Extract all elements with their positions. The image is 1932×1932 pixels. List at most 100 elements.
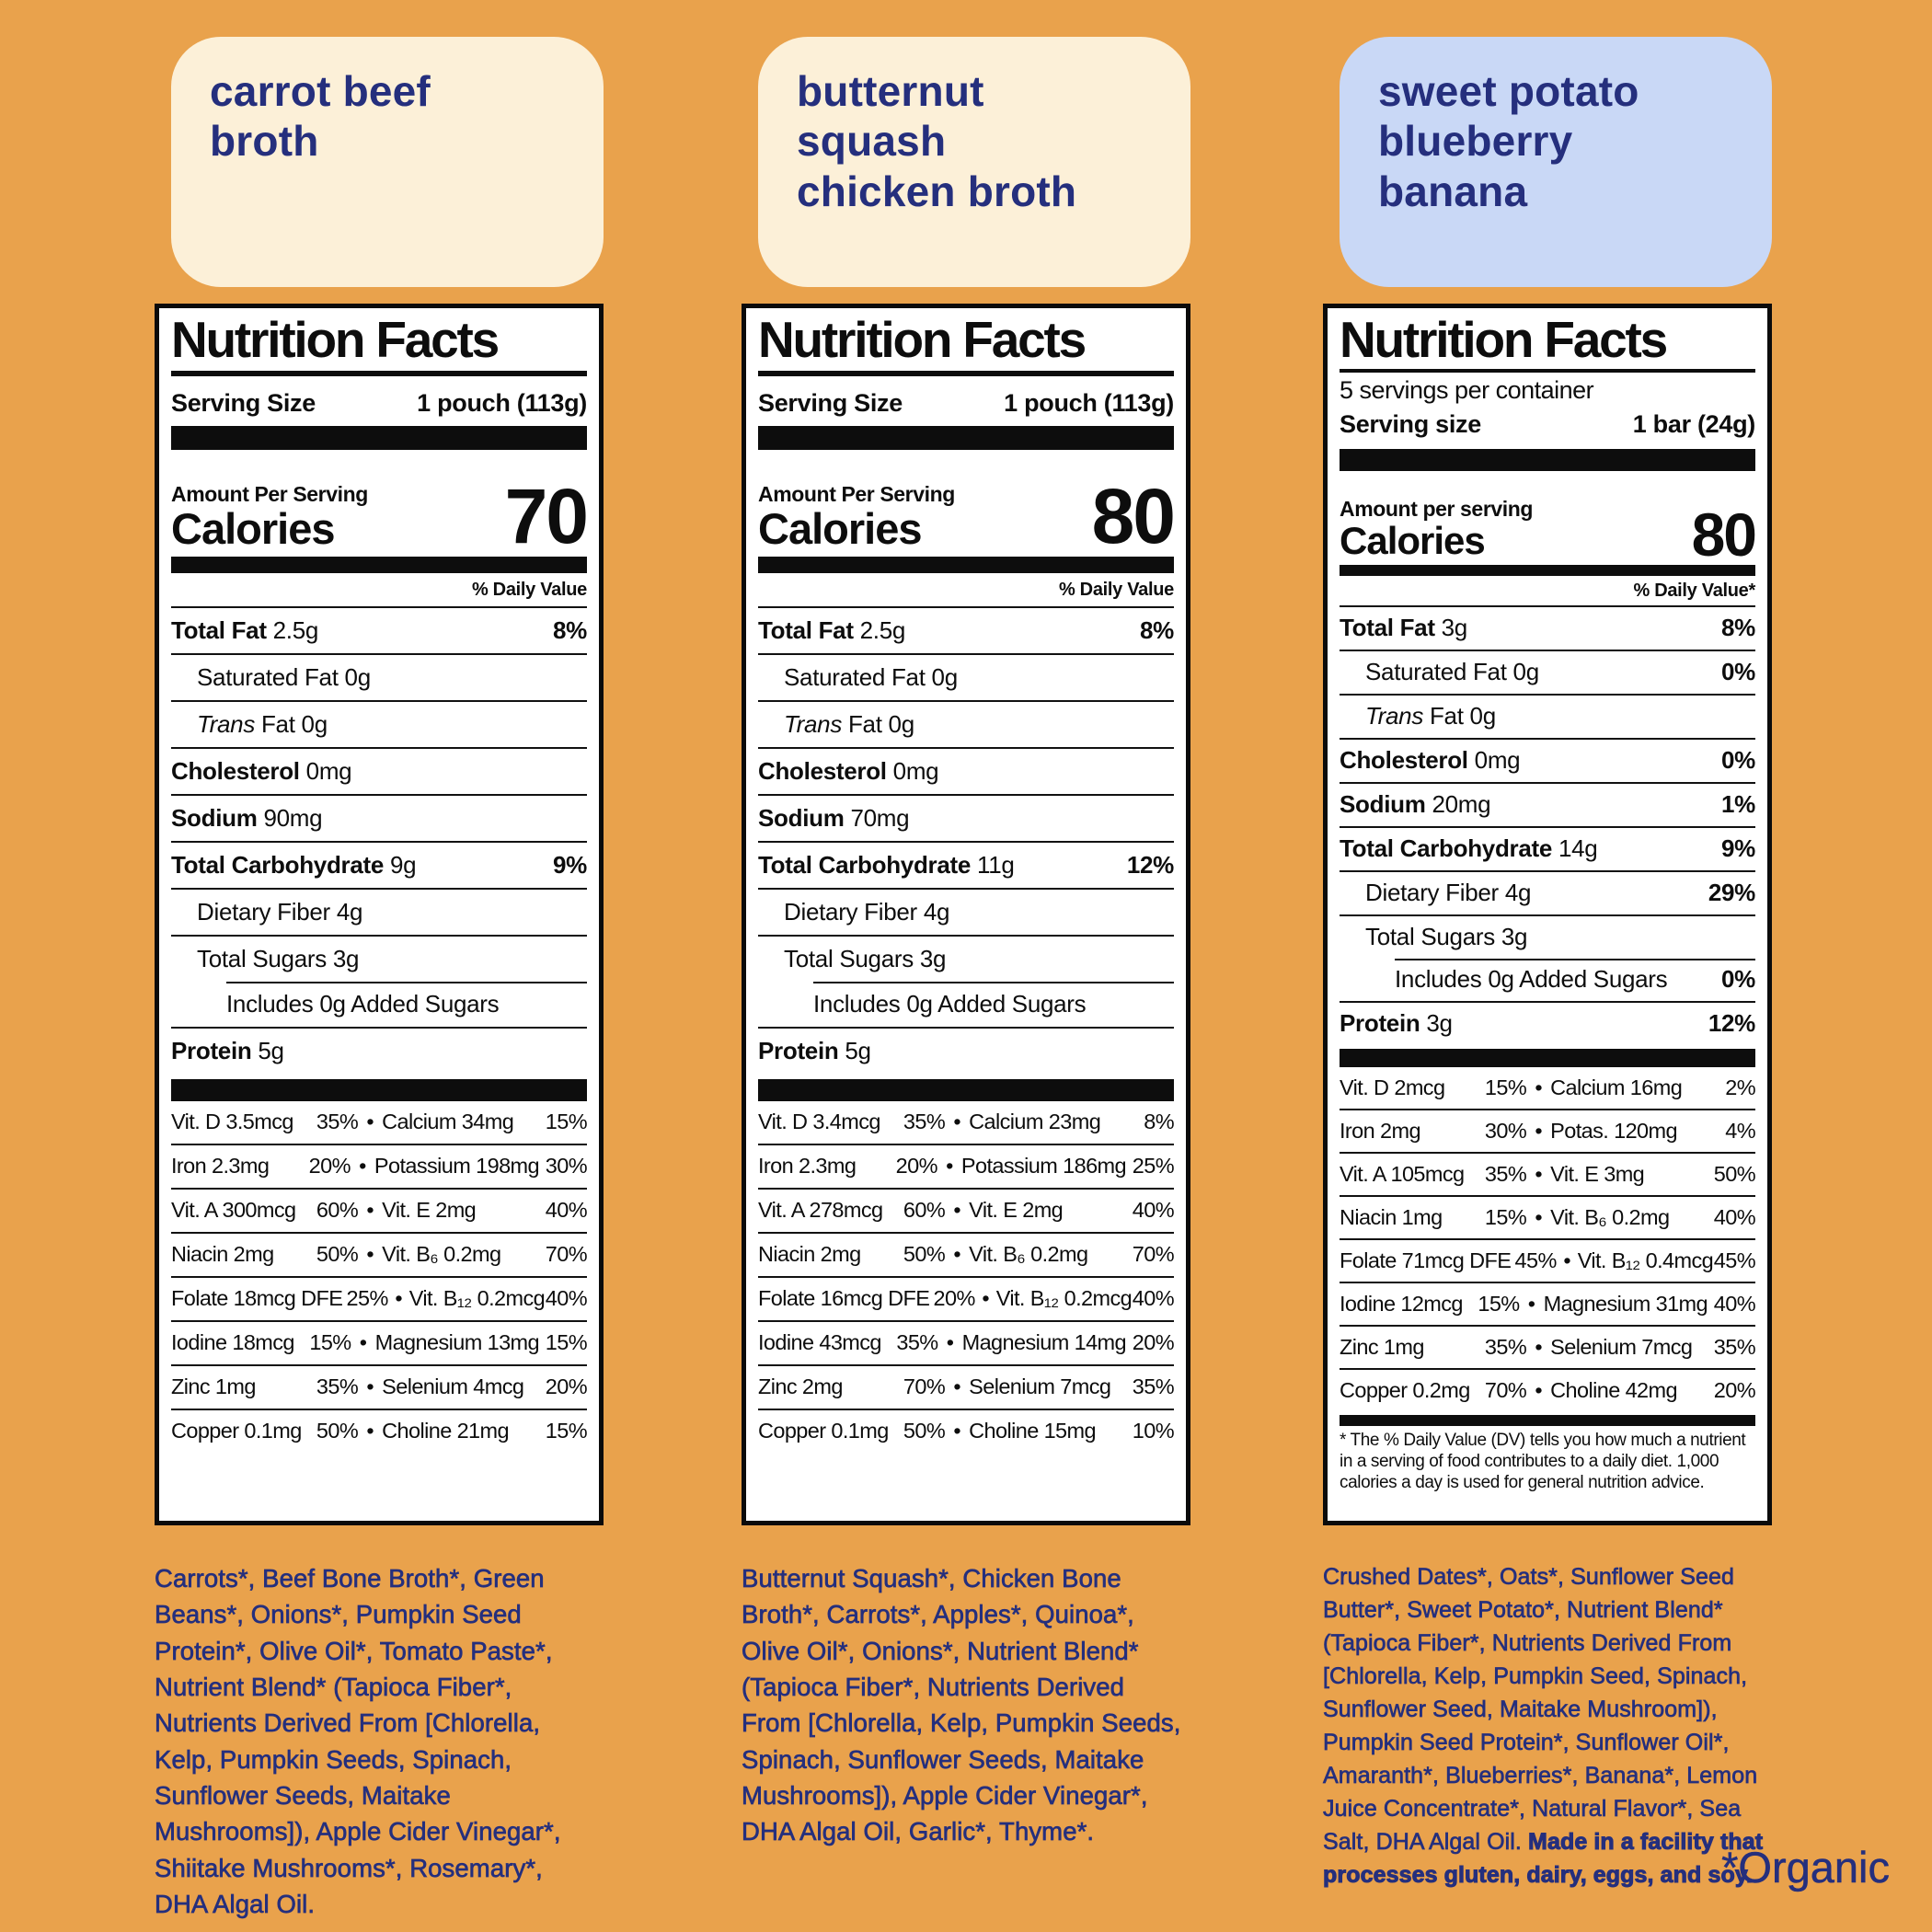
nutrient-name-bold: Sodium	[758, 803, 845, 832]
daily-value-percent: 12%	[1126, 850, 1174, 879]
vitamin-left-percent: 20%	[308, 1154, 351, 1179]
vitamin-left-name: Iron 2mg	[1340, 1118, 1421, 1143]
nutrient-row: Trans Fat 0g	[1340, 693, 1755, 738]
nutrient-row: Total Sugars 3g	[171, 934, 587, 982]
vitamin-row: Folate 18mcg DFE 25% • Vit. B₁₂ 0.2mcg 40%	[171, 1275, 588, 1320]
serving-size-label: Serving Size	[171, 389, 316, 418]
vitamin-left-percent: 50%	[316, 1419, 359, 1443]
daily-value-percent: 9%	[1721, 834, 1755, 863]
bullet-separator: •	[366, 1242, 374, 1267]
vitamin-right-name: Vit. B₁₂ 0.2mcg	[995, 1286, 1133, 1311]
vitamin-left-name: Niacin 2mg	[171, 1242, 274, 1267]
vitamin-left-name: Iron 2.3mg	[171, 1154, 270, 1179]
nutrient-amount: Dietary Fiber 4g	[784, 897, 950, 926]
calories-left: Amount Per Serving Calories	[171, 482, 368, 551]
separator-bar	[758, 556, 1174, 573]
vitamin-left-percent: 70%	[903, 1374, 946, 1399]
bullet-separator: •	[953, 1419, 960, 1443]
vitamin-left-name: Copper 0.2mg	[1340, 1377, 1470, 1402]
bullet-separator: •	[359, 1154, 366, 1179]
bullet-separator: •	[1563, 1248, 1571, 1272]
servings-per-container: 5 servings per container	[1340, 375, 1594, 404]
vitamin-row: Vit. D 3.5mcg 35% • Calcium 34mg 15%	[171, 1101, 588, 1144]
nutrient-row: Protein 3g 12%	[1340, 1000, 1755, 1045]
nutrient-amount: Saturated Fat 0g	[784, 662, 958, 691]
vitamin-left-percent: 70%	[1484, 1377, 1527, 1402]
vitamin-right-name: Vit. B₁₂ 0.4mcg	[1577, 1248, 1714, 1272]
ingredients-list: Crushed Dates*, Oats*, Sunflower Seed Bu…	[1323, 1564, 1758, 1856]
calories-block: Amount Per Serving Calories 80	[758, 455, 1176, 555]
nutrient-row: Total Fat 2.5g 8%	[758, 608, 1174, 653]
vitamin-right-percent: 40%	[1132, 1198, 1175, 1223]
vitamin-left-name: Iodine 43mcg	[758, 1330, 882, 1355]
calories-left: Amount per serving Calories	[1340, 497, 1533, 561]
vitamin-right-name: Vit. B₆ 0.2mg	[1550, 1204, 1670, 1229]
nutrient-label: Dietary Fiber 4g	[784, 898, 949, 926]
vitamin-left-percent: 35%	[1484, 1161, 1527, 1186]
vitamin-right-name: Vit. B₆ 0.2mg	[969, 1242, 1088, 1267]
vitamin-left-percent: 25%	[346, 1286, 389, 1311]
serving-size-row: Serving Size 1 pouch (113g)	[758, 384, 1174, 424]
product-column-sweet-potato-blueberry-banana: sweet potato blueberry banana Nutrition …	[1322, 37, 1772, 1892]
separator-bar	[171, 425, 587, 450]
nutrient-amount: Saturated Fat 0g	[197, 662, 371, 691]
vitamin-row: Vit. A 105mcg 35% • Vit. E 3mg 50%	[1340, 1151, 1756, 1195]
product-name-chip: butternut squash chicken broth	[758, 37, 1190, 287]
separator-bar	[1340, 1048, 1755, 1067]
serving-size-label: Serving Size	[758, 389, 903, 418]
nutrient-amount: Fat 0g	[255, 709, 328, 738]
title-rule	[758, 370, 1174, 376]
nutrient-amount: 3g	[1434, 614, 1468, 642]
separator-bar	[171, 556, 587, 573]
nutrient-amount: Fat 0g	[842, 709, 914, 738]
nutrient-label: Trans Fat 0g	[1365, 702, 1496, 730]
vitamin-row: Niacin 2mg 50% • Vit. B₆ 0.2mg 70%	[758, 1231, 1175, 1276]
nutrient-amount: Dietary Fiber 4g	[1365, 879, 1532, 907]
vitamin-left-percent: 20%	[933, 1286, 976, 1311]
vitamin-right-percent: 45%	[1713, 1248, 1756, 1272]
vitamin-left-percent: 35%	[896, 1330, 938, 1355]
nutrient-amount: Total Sugars 3g	[197, 944, 360, 972]
nutrient-row: Cholesterol 0mg	[171, 746, 587, 794]
nutrient-amount: 70mg	[844, 803, 910, 832]
vitamin-row: Folate 16mcg DFE 20% • Vit. B₁₂ 0.2mcg 40%	[758, 1275, 1175, 1320]
nutrient-label: Total Carbohydrate 14g	[1340, 834, 1598, 863]
amount-per-serving-label: Amount per serving	[1340, 496, 1534, 521]
vitamin-row: Zinc 1mg 35% • Selenium 7mcg 35%	[1340, 1324, 1756, 1368]
vitamin-right-name: Selenium 4mcg	[382, 1374, 524, 1399]
nutrient-amount: Includes 0g Added Sugars	[813, 989, 1087, 1018]
nutrient-amount: 0mg	[299, 756, 352, 785]
organic-footnote: *Organic	[1721, 1843, 1890, 1892]
bullet-separator: •	[1535, 1161, 1542, 1186]
vitamin-left-name: Niacin 1mg	[1340, 1204, 1443, 1229]
allergen-note: Made in a facility that processes gluten…	[1322, 1829, 1764, 1889]
nutrient-label: Trans Fat 0g	[197, 710, 328, 739]
separator-bar	[1340, 564, 1755, 576]
nutrient-row: Total Carbohydrate 9g 9%	[171, 840, 587, 888]
vitamin-rows: Vit. D 2mcg 15% • Calcium 16mg 2% Iron 2mg 30%…	[1340, 1067, 1756, 1411]
nutrient-row: Saturated Fat 0g 0%	[1340, 649, 1755, 694]
vitamin-left-name: Vit. A 300mcg	[171, 1198, 296, 1223]
nutrient-rows: Total Fat 3g 8% Saturated Fat 0g 0% Trans Fa…	[1340, 604, 1755, 1045]
bullet-separator: •	[1527, 1291, 1535, 1316]
vitamin-row: Vit. A 300mcg 60% • Vit. E 2mg 40%	[171, 1187, 588, 1232]
nutrient-row: Protein 5g	[171, 1026, 587, 1074]
vitamin-right-name: Magnesium 31mg	[1543, 1291, 1708, 1316]
daily-value-percent: 12%	[1708, 1009, 1755, 1038]
bullet-separator: •	[366, 1110, 374, 1134]
nutrient-name-bold: Total Fat	[1340, 614, 1435, 642]
nutrition-facts-title: Nutrition Facts	[758, 311, 1087, 368]
bullet-separator: •	[953, 1110, 960, 1134]
vitamin-left-name: Vit. D 2mcg	[1340, 1075, 1445, 1099]
nutrient-amount: 2.5g	[266, 615, 319, 644]
nutrient-amount: Saturated Fat 0g	[1365, 658, 1539, 686]
nutrient-row: Total Fat 3g 8%	[1340, 607, 1755, 650]
vitamin-left-name: Zinc 1mg	[171, 1374, 256, 1399]
bullet-separator: •	[953, 1242, 960, 1267]
product-name-chip: carrot beef broth	[171, 37, 604, 287]
vitamin-left-name: Vit. D 3.5mcg	[171, 1110, 293, 1134]
vitamin-left-name: Folate 16mcg DFE	[758, 1286, 930, 1311]
vitamin-right-name: Selenium 7mcg	[1550, 1334, 1693, 1359]
nutrient-row: Saturated Fat 0g	[758, 652, 1174, 700]
vitamin-right-percent: 35%	[1132, 1374, 1175, 1399]
